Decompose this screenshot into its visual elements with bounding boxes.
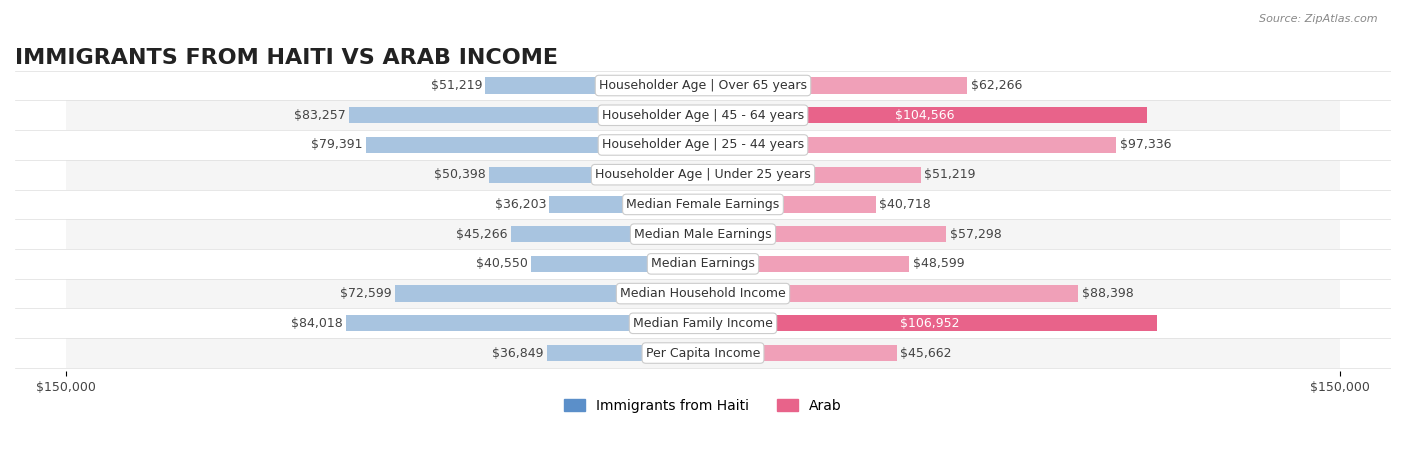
Text: Median Household Income: Median Household Income <box>620 287 786 300</box>
Text: $48,599: $48,599 <box>912 257 965 270</box>
Text: $40,718: $40,718 <box>879 198 931 211</box>
Text: $84,018: $84,018 <box>291 317 343 330</box>
Text: Per Capita Income: Per Capita Income <box>645 347 761 360</box>
Bar <box>66 308 1340 338</box>
Bar <box>550 196 703 212</box>
Text: $57,298: $57,298 <box>949 227 1001 241</box>
Bar <box>703 345 897 361</box>
Bar <box>531 256 703 272</box>
Bar <box>703 107 1147 123</box>
Text: $40,550: $40,550 <box>475 257 527 270</box>
Bar <box>366 137 703 153</box>
Text: $88,398: $88,398 <box>1081 287 1133 300</box>
Text: Householder Age | 45 - 64 years: Householder Age | 45 - 64 years <box>602 109 804 122</box>
Bar <box>66 219 1340 249</box>
Bar <box>66 190 1340 219</box>
Text: Householder Age | Under 25 years: Householder Age | Under 25 years <box>595 168 811 181</box>
Bar <box>66 279 1340 308</box>
Bar <box>346 315 703 332</box>
Text: Median Earnings: Median Earnings <box>651 257 755 270</box>
Text: $106,952: $106,952 <box>900 317 960 330</box>
Bar <box>547 345 703 361</box>
Bar <box>489 167 703 183</box>
Text: $97,336: $97,336 <box>1119 139 1171 151</box>
Bar <box>703 256 910 272</box>
Text: Median Female Earnings: Median Female Earnings <box>627 198 779 211</box>
Bar <box>703 226 946 242</box>
Bar <box>703 167 921 183</box>
Text: $45,266: $45,266 <box>456 227 508 241</box>
Bar <box>66 71 1340 100</box>
Text: $36,849: $36,849 <box>492 347 543 360</box>
Text: Source: ZipAtlas.com: Source: ZipAtlas.com <box>1260 14 1378 24</box>
Text: $62,266: $62,266 <box>970 79 1022 92</box>
Bar <box>66 130 1340 160</box>
Text: $72,599: $72,599 <box>340 287 391 300</box>
Bar <box>66 338 1340 368</box>
Bar <box>510 226 703 242</box>
Bar <box>485 78 703 94</box>
Bar <box>703 137 1116 153</box>
Bar <box>395 285 703 302</box>
Text: $51,219: $51,219 <box>430 79 482 92</box>
Text: Median Family Income: Median Family Income <box>633 317 773 330</box>
Bar <box>350 107 703 123</box>
Text: $50,398: $50,398 <box>434 168 486 181</box>
Text: IMMIGRANTS FROM HAITI VS ARAB INCOME: IMMIGRANTS FROM HAITI VS ARAB INCOME <box>15 48 558 68</box>
Bar <box>66 160 1340 190</box>
Text: $83,257: $83,257 <box>294 109 346 122</box>
Legend: Immigrants from Haiti, Arab: Immigrants from Haiti, Arab <box>558 393 848 418</box>
Text: $45,662: $45,662 <box>900 347 952 360</box>
Bar <box>66 100 1340 130</box>
Bar <box>66 249 1340 279</box>
Text: Householder Age | Over 65 years: Householder Age | Over 65 years <box>599 79 807 92</box>
Bar <box>703 78 967 94</box>
Text: $51,219: $51,219 <box>924 168 976 181</box>
Text: $104,566: $104,566 <box>896 109 955 122</box>
Bar <box>703 196 876 212</box>
Bar <box>703 315 1157 332</box>
Text: Householder Age | 25 - 44 years: Householder Age | 25 - 44 years <box>602 139 804 151</box>
Text: Median Male Earnings: Median Male Earnings <box>634 227 772 241</box>
Bar <box>703 285 1078 302</box>
Text: $36,203: $36,203 <box>495 198 546 211</box>
Text: $79,391: $79,391 <box>311 139 363 151</box>
